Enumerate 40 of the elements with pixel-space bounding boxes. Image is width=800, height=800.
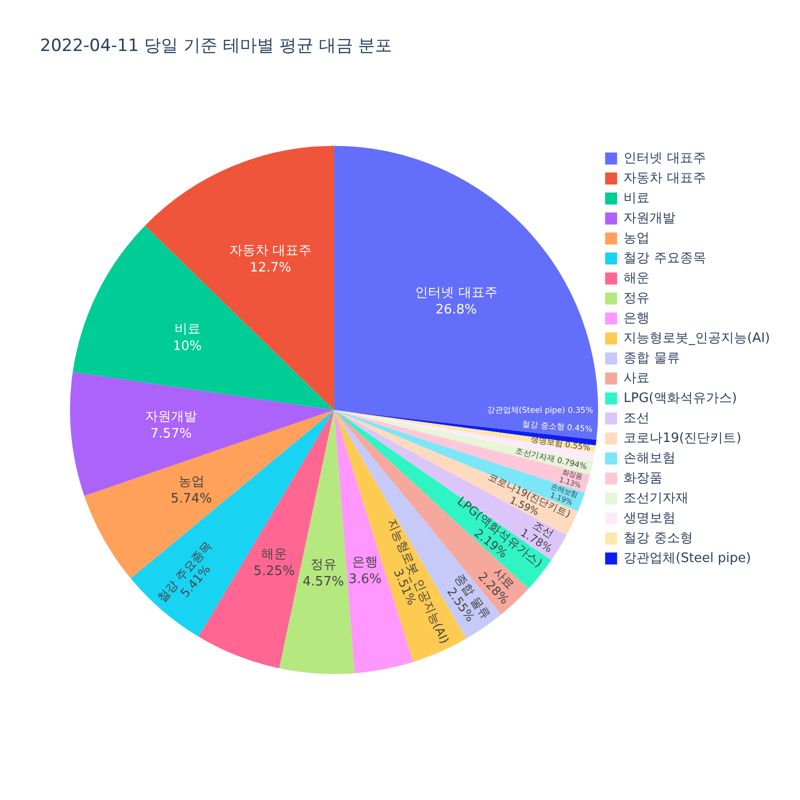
legend-label: 비료 bbox=[624, 190, 650, 206]
legend-label: 종합 물류 bbox=[624, 350, 680, 366]
data-label: 4.57% bbox=[302, 574, 344, 590]
legend-label: 자원개발 bbox=[624, 210, 676, 226]
legend-label: 화장품 bbox=[624, 470, 663, 486]
data-label: 12.7% bbox=[250, 260, 292, 276]
category-label: 철강 중소형 0.45% bbox=[522, 419, 593, 434]
legend-label: 철강 주요종목 bbox=[624, 250, 706, 266]
slice-label: 해운 bbox=[261, 546, 288, 562]
slice-label: 인터넷 대표주 bbox=[415, 285, 498, 300]
slice-label: 자동차 대표주 bbox=[229, 244, 312, 259]
data-label: 10% bbox=[172, 338, 202, 354]
legend-label: 자동차 대표주 bbox=[624, 170, 706, 186]
legend-label: LPG(액화석유가스) bbox=[624, 390, 737, 406]
legend-label: 인터넷 대표주 bbox=[624, 150, 706, 166]
slice-label: 비료 bbox=[174, 322, 200, 337]
data-label: 7.57% bbox=[150, 426, 192, 442]
slice-label: 은행 bbox=[352, 555, 378, 570]
legend-label: 철강 중소형 bbox=[624, 530, 693, 546]
legend-label: 정유 bbox=[624, 290, 650, 306]
data-label: 26.8% bbox=[436, 302, 477, 318]
slice-label: 정유 bbox=[310, 558, 336, 573]
slice-label: 자원개발 bbox=[145, 410, 198, 425]
data-label: 5.25% bbox=[254, 564, 295, 579]
data-label: 3.6% bbox=[348, 572, 382, 588]
legend-label: 지능형로봇_인공지능(AI) bbox=[624, 330, 770, 346]
legend-label: 은행 bbox=[624, 310, 650, 326]
slice-label: 농업 bbox=[178, 474, 204, 490]
legend-label: 조선기자재 bbox=[624, 490, 689, 506]
legend-label: 농업 bbox=[624, 230, 650, 246]
legend-label: 강관업체(Steel pipe) bbox=[624, 550, 751, 566]
category-label: 강관업체(Steel pipe) 0.35% bbox=[486, 406, 594, 415]
legend-label: 생명보험 bbox=[624, 510, 676, 526]
legend-label: 조선 bbox=[624, 410, 650, 426]
data-label: 5.74% bbox=[170, 491, 212, 506]
chart-title: 2022-04-11 당일 기준 테마별 평균 대금 분포 bbox=[40, 35, 392, 57]
legend-label: 손해보험 bbox=[624, 450, 676, 466]
legend-label: 사료 bbox=[624, 370, 650, 386]
legend-label: 코로나19(진단키트) bbox=[624, 430, 742, 446]
legend-label: 해운 bbox=[624, 270, 650, 286]
